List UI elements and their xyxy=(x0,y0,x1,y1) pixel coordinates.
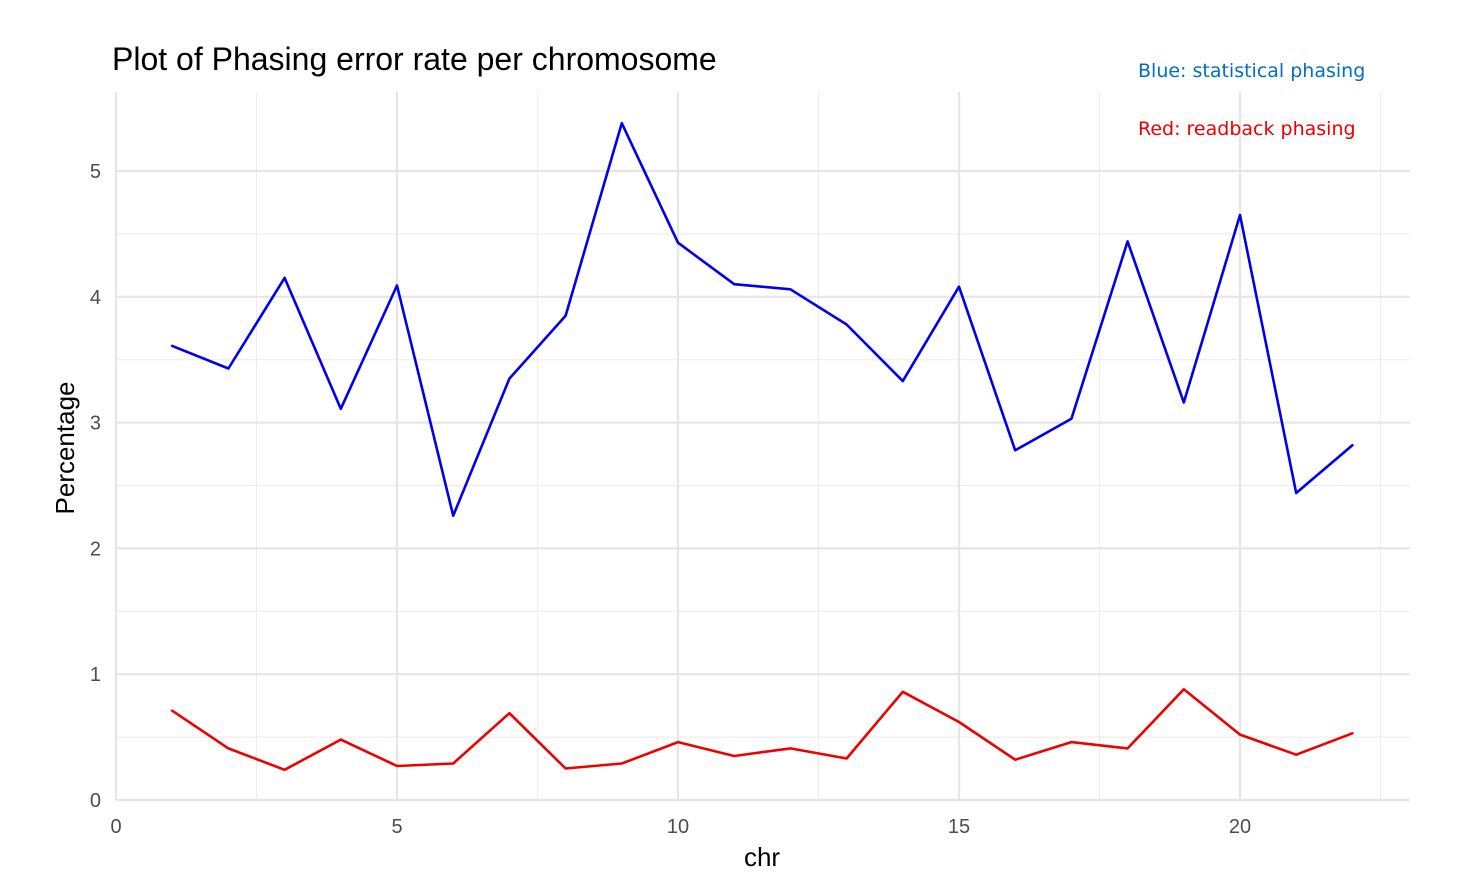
grid xyxy=(114,92,1410,802)
x-tick-label: 15 xyxy=(948,816,970,838)
y-tick-label: 1 xyxy=(90,664,101,686)
y-tick-label: 0 xyxy=(90,790,101,812)
annotation-blue: Blue: statistical phasing xyxy=(1138,60,1365,82)
x-tick-label: 5 xyxy=(391,816,402,838)
x-tick-label: 10 xyxy=(667,816,689,838)
x-axis-label: chr xyxy=(744,842,780,872)
series-line-1 xyxy=(170,121,1354,518)
series-line-2 xyxy=(170,687,1354,772)
y-tick-label: 2 xyxy=(90,538,101,560)
x-tick-label: 20 xyxy=(1229,816,1251,838)
tick-labels: 0 5 10 15 20 0 1 2 3 4 5 xyxy=(90,161,1251,838)
series-layer xyxy=(170,121,1354,772)
y-tick-label: 3 xyxy=(90,413,101,435)
y-tick-label: 5 xyxy=(90,161,101,183)
chart-title: Plot of Phasing error rate per chromosom… xyxy=(112,41,717,77)
y-tick-label: 4 xyxy=(90,287,101,309)
x-tick-label: 0 xyxy=(110,816,121,838)
annotation-red: Red: readback phasing xyxy=(1138,118,1356,140)
y-axis-label: Percentage xyxy=(50,382,80,515)
